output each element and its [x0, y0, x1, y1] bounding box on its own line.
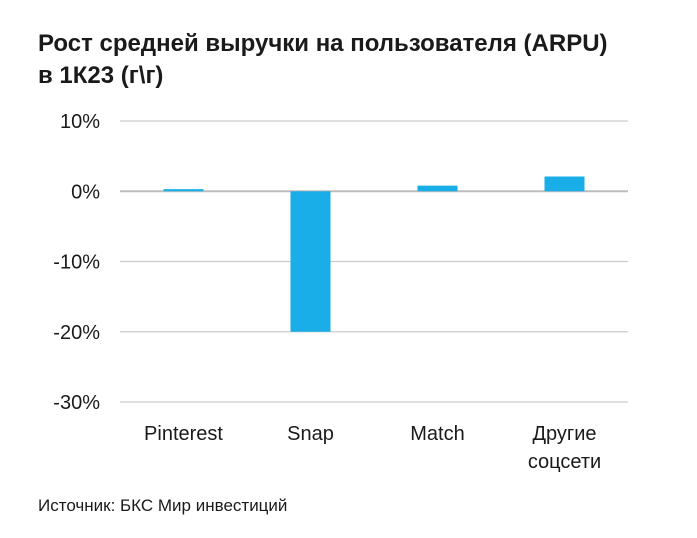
- x-category-label: Pinterest: [144, 423, 223, 445]
- chart-title: Рост средней выручки на пользователя (AR…: [38, 28, 668, 92]
- y-tick-label: -20%: [53, 322, 100, 344]
- x-category-label-line: Match: [410, 423, 464, 445]
- x-category-label: Другие соцсети: [528, 423, 601, 473]
- chart-title-line-2: в 1К23 (г\г): [38, 62, 164, 89]
- chart-title-line-1: Рост средней выручки на пользователя (AR…: [38, 30, 608, 57]
- bar-0: [163, 189, 204, 192]
- x-category-label: Match: [410, 423, 464, 445]
- y-tick-label: -30%: [53, 392, 100, 414]
- source-note: Источник: БКС Мир инвестиций: [38, 496, 288, 515]
- x-category-label-line: соцсети: [528, 451, 601, 473]
- y-tick-label: 10%: [60, 111, 100, 133]
- y-tick-label: -10%: [53, 252, 100, 274]
- x-category-label-line: Pinterest: [144, 423, 223, 445]
- x-category-label-line: Snap: [287, 423, 334, 445]
- y-tick-label: 0%: [71, 181, 100, 203]
- bar-2: [417, 185, 458, 192]
- bar-1: [290, 191, 331, 332]
- x-category-label-line: Другие: [532, 423, 596, 445]
- x-category-label: Snap: [287, 423, 334, 445]
- bar-3: [544, 176, 585, 192]
